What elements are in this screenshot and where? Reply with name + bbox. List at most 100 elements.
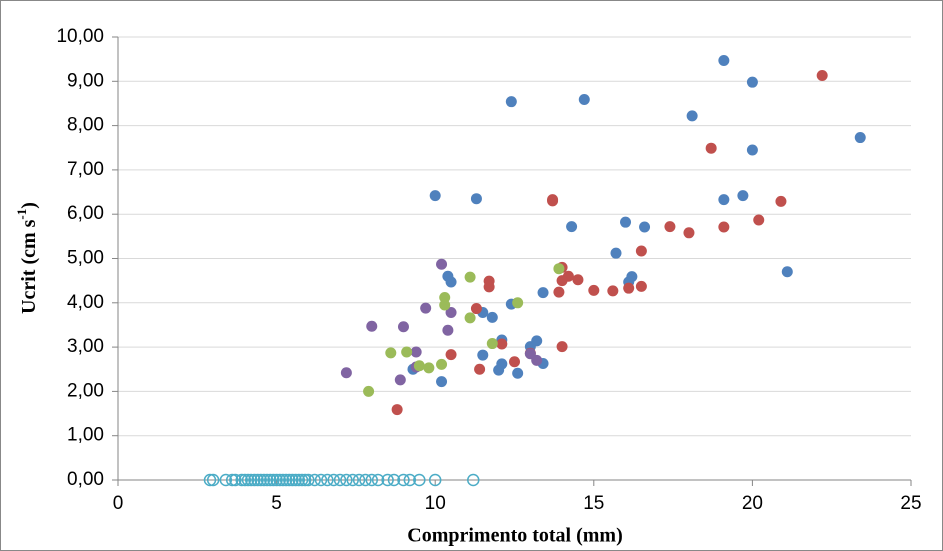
point	[753, 214, 765, 226]
point	[295, 473, 309, 487]
point	[340, 367, 352, 379]
point	[327, 473, 340, 487]
point	[470, 193, 482, 205]
point	[401, 346, 413, 358]
point	[219, 473, 233, 487]
y-axis-title-end: )	[18, 202, 40, 209]
point	[470, 303, 482, 315]
point	[718, 221, 730, 233]
point	[505, 96, 517, 108]
point	[387, 473, 401, 487]
point	[279, 473, 293, 487]
point	[477, 349, 489, 361]
point	[718, 54, 730, 66]
y-tick-label: 4,00	[67, 292, 104, 313]
point	[385, 347, 397, 359]
point	[270, 473, 283, 487]
point	[556, 341, 568, 353]
point	[340, 473, 353, 487]
point	[292, 473, 306, 487]
point	[623, 282, 635, 294]
point	[635, 245, 647, 257]
point	[486, 338, 498, 350]
point	[391, 404, 403, 416]
point	[403, 473, 417, 487]
point	[381, 473, 394, 487]
point	[547, 195, 559, 207]
x-tick-label: 20	[742, 493, 763, 514]
point	[257, 473, 271, 487]
point	[705, 142, 717, 154]
point	[397, 473, 410, 487]
x-tick-label: 15	[583, 493, 604, 514]
point	[718, 194, 730, 206]
point	[537, 287, 549, 299]
point	[206, 473, 220, 487]
point	[854, 132, 866, 144]
point	[423, 362, 435, 374]
point	[816, 70, 828, 82]
point	[286, 473, 299, 487]
point	[273, 473, 287, 487]
point	[394, 374, 406, 386]
point	[512, 297, 524, 309]
y-tick-label: 6,00	[67, 203, 104, 224]
point	[289, 473, 302, 487]
y-tick-label: 9,00	[67, 70, 104, 91]
point	[363, 385, 375, 397]
point	[397, 321, 409, 333]
point	[420, 302, 432, 314]
point	[366, 320, 378, 332]
point	[474, 363, 486, 375]
x-tick-label: 10	[425, 493, 446, 514]
point	[235, 473, 248, 487]
point	[512, 367, 524, 379]
point	[229, 473, 242, 487]
point	[445, 349, 457, 361]
point	[496, 338, 508, 350]
point	[314, 473, 328, 487]
point	[267, 473, 280, 487]
y-axis-title-text: Ucrit (cm s	[18, 219, 40, 314]
point	[781, 266, 793, 278]
point	[333, 473, 347, 487]
point	[683, 227, 695, 239]
point	[225, 473, 239, 487]
point	[464, 271, 476, 283]
point	[509, 356, 520, 368]
point	[620, 216, 632, 228]
point	[737, 190, 749, 202]
point	[254, 473, 267, 487]
point	[429, 190, 441, 202]
y-tick-label: 5,00	[67, 248, 104, 269]
point	[486, 311, 498, 323]
point	[626, 271, 638, 283]
x-tick-label: 5	[271, 493, 282, 514]
point	[413, 360, 425, 372]
point	[439, 291, 451, 303]
point	[483, 281, 495, 293]
point	[493, 364, 505, 376]
x-tick-label: 0	[113, 493, 124, 514]
point	[276, 473, 290, 487]
point	[302, 473, 315, 487]
point	[264, 473, 277, 487]
point	[428, 473, 442, 487]
point	[244, 473, 258, 487]
point	[467, 473, 480, 487]
point	[746, 144, 758, 156]
point	[746, 76, 758, 88]
point	[464, 312, 476, 324]
point	[203, 473, 217, 487]
point	[352, 473, 366, 487]
point	[371, 473, 385, 487]
point	[436, 258, 448, 270]
y-tick-label: 10,00	[56, 26, 104, 47]
point	[566, 221, 578, 233]
point	[283, 473, 296, 487]
point	[445, 276, 457, 288]
point	[365, 473, 379, 487]
y-tick-label: 7,00	[67, 159, 104, 180]
point	[556, 275, 568, 287]
